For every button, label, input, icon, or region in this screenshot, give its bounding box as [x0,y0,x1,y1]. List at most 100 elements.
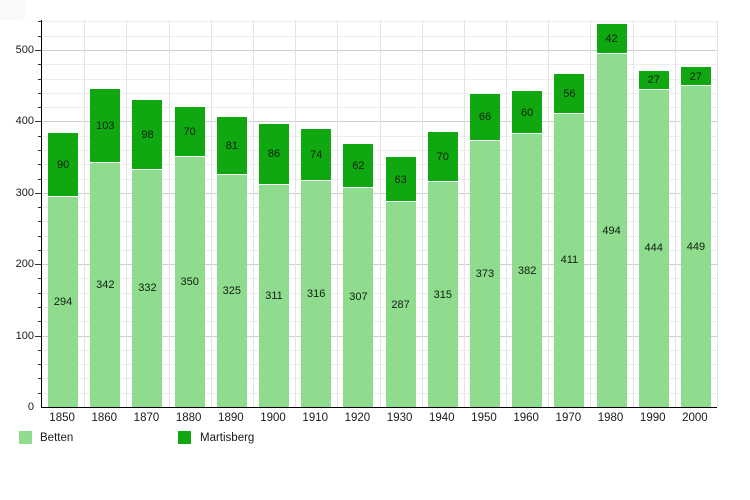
x-axis-tick-label: 1850 [49,412,75,424]
y-axis-tick [38,221,41,223]
chart-legend: Betten Martisberg [0,430,750,446]
bar-segment-martisberg [132,99,163,169]
gridline-vertical [295,20,297,407]
x-axis-tick-label: 2000 [682,412,708,424]
bar-segment-martisberg [343,143,374,187]
bar-value-betten: 444 [644,242,663,255]
legend-label-betten: Betten [40,432,74,444]
y-axis-tick-label: 0 [27,401,34,413]
bar-value-martisberg: 63 [394,173,407,186]
bar-value-martisberg: 98 [141,128,154,141]
bar-segment-martisberg [596,24,627,54]
x-axis-tick-label: 1960 [513,412,539,424]
bar-value-martisberg: 42 [605,33,618,46]
y-axis-tick [38,321,41,323]
image-corner-artifact [0,0,26,20]
y-axis-tick [38,35,41,37]
gridline-vertical [84,20,86,407]
bar-value-martisberg: 66 [478,111,492,124]
bar-value-martisberg: 90 [56,158,70,171]
y-axis-tick [35,192,41,194]
legend-swatch-martisberg [178,431,191,444]
bar-value-betten: 307 [349,291,368,304]
y-axis-tick-label: 400 [15,115,34,128]
bar-segment-betten [90,162,121,407]
x-axis-tick-label: 1970 [555,412,582,424]
bar-segment-martisberg [259,123,290,184]
x-axis-tick-label: 1910 [302,412,329,424]
y-axis-tick [38,178,41,180]
bar-value-betten: 382 [517,264,537,277]
bar-value-betten: 494 [602,224,621,237]
x-axis-tick-label: 1890 [218,412,244,424]
legend-label-martisberg: Martisberg [200,432,255,444]
y-axis-tick [38,349,41,351]
bar-value-martisberg: 70 [183,126,196,139]
bar-segment-martisberg [554,73,585,113]
y-axis-tick [38,21,41,23]
bar-segment-betten [259,184,290,407]
bar-segment-betten [680,86,711,407]
gridline-vertical [717,20,718,407]
bar-segment-martisberg [638,70,669,89]
x-axis-tick-label: 1940 [428,412,455,424]
gridline-vertical [252,20,254,407]
bar-segment-betten [385,202,416,407]
bar-segment-betten [48,197,79,407]
bar-segment-betten [596,54,627,407]
bar-value-martisberg: 86 [267,148,281,161]
bar-segment-betten [512,134,543,407]
y-axis-tick [38,64,41,66]
y-axis-tick [38,207,41,209]
bar-segment-betten [638,89,669,407]
y-axis-tick [38,249,41,251]
bar-value-martisberg: 56 [563,87,576,100]
bar-segment-martisberg [301,128,332,181]
bar-segment-martisberg [48,132,79,197]
bar-segment-martisberg [469,93,500,140]
gridline-vertical [421,20,423,407]
y-axis-tick [38,378,41,380]
y-axis-tick [38,278,41,280]
gridline-vertical [210,20,212,407]
bar-segment-martisberg [385,157,416,202]
gridline-vertical [548,20,550,407]
bar-value-betten: 449 [686,240,706,253]
bar-segment-martisberg [216,117,247,174]
y-axis-tick [38,107,41,109]
bar-segment-martisberg [427,132,458,182]
bar-segment-betten [301,181,332,407]
y-axis-tick-label: 100 [15,329,34,342]
bar-value-martisberg: 103 [96,120,115,133]
bar-segment-martisberg [680,67,711,86]
bar-value-betten: 373 [475,267,495,280]
bar-value-betten: 287 [391,298,410,311]
x-axis-tick-label: 1860 [91,412,118,424]
x-axis-tick-label: 1930 [386,412,413,424]
y-axis-tick [35,335,41,337]
gridline-vertical [590,20,592,407]
bar-value-martisberg: 70 [436,151,449,164]
y-axis-tick [38,235,41,237]
bar-value-betten: 311 [265,289,283,302]
x-axis-tick-label: 1920 [344,412,371,424]
bar-value-martisberg: 27 [647,74,660,87]
bar-value-martisberg: 81 [225,140,238,153]
gridline-vertical [126,20,128,407]
x-axis-tick-label: 1880 [175,412,202,424]
bar-value-martisberg: 62 [352,159,365,172]
bar-value-betten: 411 [560,254,579,267]
gridline-vertical [674,20,676,407]
y-axis-tick [38,364,41,366]
y-axis-tick [38,149,41,151]
x-axis-tick-label: 1900 [260,412,286,424]
bar-segment-betten [427,182,458,407]
bar-value-martisberg: 60 [521,106,534,119]
bar-value-betten: 325 [222,284,242,297]
x-axis-tick-label: 1980 [597,412,624,424]
y-axis-tick [38,292,41,294]
gridline-vertical [379,20,381,407]
gridline-vertical [632,20,634,407]
bar-value-betten: 350 [180,276,199,289]
